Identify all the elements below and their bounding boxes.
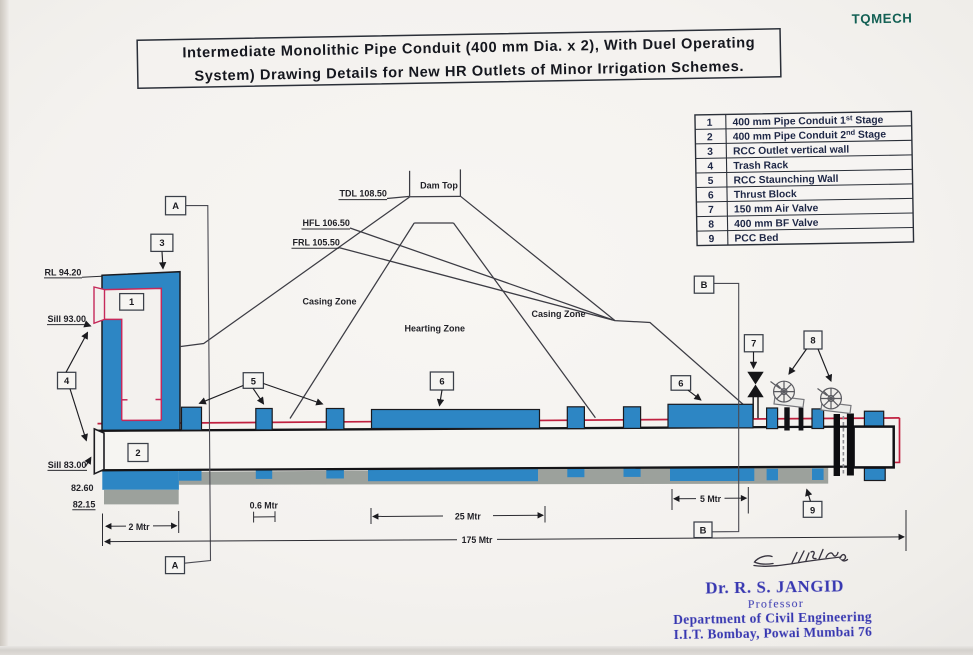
svg-text:Dr. R. S. JANGID: Dr. R. S. JANGID (705, 576, 844, 597)
svg-text:RCC Staunching Wall: RCC Staunching Wall (733, 174, 838, 187)
svg-text:Trash Rack: Trash Rack (733, 160, 788, 172)
svg-text:2: 2 (707, 132, 713, 143)
svg-text:2 Mtr: 2 Mtr (128, 522, 150, 532)
svg-text:A: A (172, 560, 179, 571)
svg-text:6: 6 (439, 376, 444, 387)
svg-text:4: 4 (64, 375, 70, 386)
svg-text:2: 2 (135, 447, 140, 458)
svg-text:82.60: 82.60 (71, 483, 94, 493)
svg-text:175 Mtr: 175 Mtr (462, 535, 493, 545)
svg-text:9: 9 (810, 504, 815, 515)
svg-text:Thrust Block: Thrust Block (734, 189, 797, 201)
svg-text:Hearting Zone: Hearting Zone (405, 324, 466, 334)
svg-text:RL 94.20: RL 94.20 (45, 267, 82, 277)
svg-text:0.6 Mtr: 0.6 Mtr (250, 500, 279, 510)
svg-text:4: 4 (707, 161, 713, 172)
svg-text:Sill 83.00: Sill 83.00 (48, 460, 87, 470)
svg-text:B: B (700, 525, 707, 536)
svg-text:400 mm Pipe Conduit 1st Stage: 400 mm Pipe Conduit 1st Stage (732, 113, 883, 129)
svg-text:1: 1 (129, 296, 134, 307)
svg-text:25 Mtr: 25 Mtr (455, 512, 481, 522)
svg-text:8: 8 (810, 335, 815, 346)
svg-text:6: 6 (708, 190, 714, 201)
svg-text:5: 5 (251, 375, 256, 386)
svg-text:A: A (172, 200, 179, 211)
svg-text:Casing Zone: Casing Zone (532, 309, 586, 319)
svg-text:8: 8 (708, 219, 714, 230)
svg-text:I.I.T. Bombay, Powai Mumbai 76: I.I.T. Bombay, Powai Mumbai 76 (674, 624, 873, 642)
svg-text:6: 6 (678, 378, 683, 389)
svg-text:Casing Zone: Casing Zone (303, 297, 357, 307)
svg-text:1: 1 (707, 118, 713, 129)
svg-text:150 mm Air Valve: 150 mm Air Valve (734, 203, 819, 215)
svg-text:3: 3 (159, 237, 164, 248)
svg-text:7: 7 (708, 205, 714, 216)
svg-text:Department of Civil Engineerin: Department of Civil Engineering (673, 609, 872, 627)
svg-text:Professor: Professor (748, 596, 804, 611)
svg-text:5: 5 (708, 176, 714, 187)
svg-text:82.15: 82.15 (73, 499, 96, 509)
svg-text:TDL 108.50: TDL 108.50 (340, 189, 387, 199)
svg-text:B: B (701, 279, 708, 290)
svg-text:TQMECH: TQMECH (852, 10, 913, 26)
svg-text:400 mm BF Valve: 400 mm BF Valve (734, 218, 819, 230)
svg-text:5 Mtr: 5 Mtr (700, 494, 722, 504)
svg-text:PCC Bed: PCC Bed (734, 233, 778, 245)
svg-text:FRL 105.50: FRL 105.50 (293, 237, 340, 247)
svg-text:RCC Outlet vertical wall: RCC Outlet vertical wall (733, 145, 849, 158)
svg-text:Sill 93.00: Sill 93.00 (48, 314, 87, 324)
svg-text:9: 9 (709, 234, 715, 245)
svg-text:7: 7 (751, 338, 756, 349)
svg-text:Dam Top: Dam Top (420, 181, 458, 191)
svg-text:HFL 106.50: HFL 106.50 (303, 218, 350, 228)
svg-text:3: 3 (707, 147, 713, 158)
